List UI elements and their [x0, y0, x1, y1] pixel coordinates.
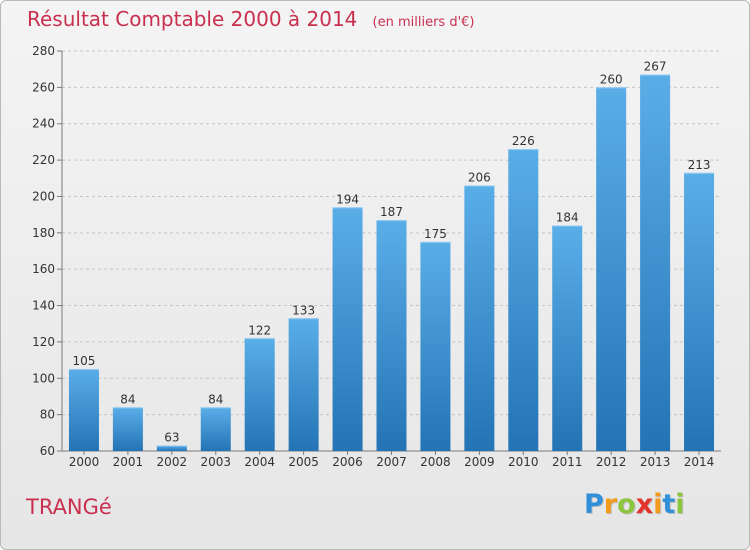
logo-letter: x: [635, 489, 654, 520]
x-tick-label: 2014: [684, 455, 715, 469]
bar: [508, 149, 539, 451]
y-tick-label: 60: [40, 444, 55, 458]
bar: [156, 445, 187, 451]
bar: [332, 207, 363, 451]
logo-letter: r: [603, 489, 618, 520]
x-tick-label: 2005: [288, 455, 319, 469]
bar: [596, 87, 627, 451]
bars: [68, 74, 715, 452]
bar: [244, 338, 275, 451]
value-label: 184: [556, 211, 579, 225]
x-tick-label: 2006: [332, 455, 363, 469]
y-tick-label: 80: [40, 408, 55, 422]
title-text: Résultat Comptable 2000 à 2014: [27, 7, 358, 31]
bar: [112, 407, 143, 451]
value-label: 133: [292, 303, 315, 317]
bar: [200, 407, 231, 451]
value-label: 260: [600, 72, 623, 86]
x-tick-label: 2003: [200, 455, 231, 469]
unit-note: (en milliers d'€): [372, 15, 475, 30]
y-tick-label: 200: [32, 189, 55, 203]
x-tick-label: 2007: [376, 455, 407, 469]
value-label: 175: [424, 227, 447, 241]
value-label: 194: [336, 192, 359, 206]
y-tick-label: 120: [32, 335, 55, 349]
y-tick-label: 160: [32, 262, 55, 276]
logo-letter: i: [653, 489, 663, 520]
x-tick-label: 2000: [69, 455, 100, 469]
chart-title: Résultat Comptable 2000 à 2014 (en milli…: [27, 7, 474, 31]
value-label: 267: [644, 60, 667, 74]
bar: [420, 241, 451, 451]
x-tick-label: 2002: [157, 455, 188, 469]
y-tick-label: 140: [32, 299, 55, 313]
y-tick-label: 100: [32, 371, 55, 385]
y-tick-label: 260: [32, 80, 55, 94]
entity-name: TRANGé: [26, 495, 112, 519]
x-tick-label: 2010: [508, 455, 539, 469]
logo-letter: o: [617, 489, 636, 520]
bar: [552, 225, 583, 451]
value-label: 187: [380, 205, 403, 219]
grid-lines: [62, 50, 721, 416]
x-tick-label: 2012: [596, 455, 627, 469]
y-tick-label: 220: [32, 153, 55, 167]
bar: [684, 172, 715, 451]
labels: 60 80 100 120 140 160 180 200 220 240 260 280 105 200…: [32, 44, 714, 469]
x-tick-label: 2001: [113, 455, 144, 469]
logo-letter: i: [675, 489, 685, 520]
value-label: 122: [248, 323, 271, 337]
value-label: 84: [208, 392, 223, 406]
y-tick-label: 180: [32, 226, 55, 240]
y-tick-label: 280: [32, 44, 55, 58]
bar: [464, 185, 495, 451]
logo-letter: t: [662, 489, 676, 520]
value-label: 206: [468, 171, 491, 185]
x-tick-label: 2008: [420, 455, 451, 469]
bar: [288, 318, 319, 451]
x-tick-label: 2009: [464, 455, 495, 469]
value-label: 63: [164, 431, 179, 445]
logo-letter: P: [584, 489, 604, 520]
bar: [640, 74, 671, 452]
proxiti-logo: Proxiti: [584, 489, 685, 520]
y-tick-label: 240: [32, 117, 55, 131]
bar: [376, 220, 407, 451]
value-label: 105: [73, 354, 96, 368]
value-label: 84: [120, 392, 135, 406]
x-tick-label: 2011: [552, 455, 583, 469]
value-label: 213: [688, 158, 711, 172]
x-tick-label: 2013: [640, 455, 671, 469]
value-label: 226: [512, 134, 535, 148]
bar: [68, 369, 99, 451]
x-tick-label: 2004: [244, 455, 275, 469]
